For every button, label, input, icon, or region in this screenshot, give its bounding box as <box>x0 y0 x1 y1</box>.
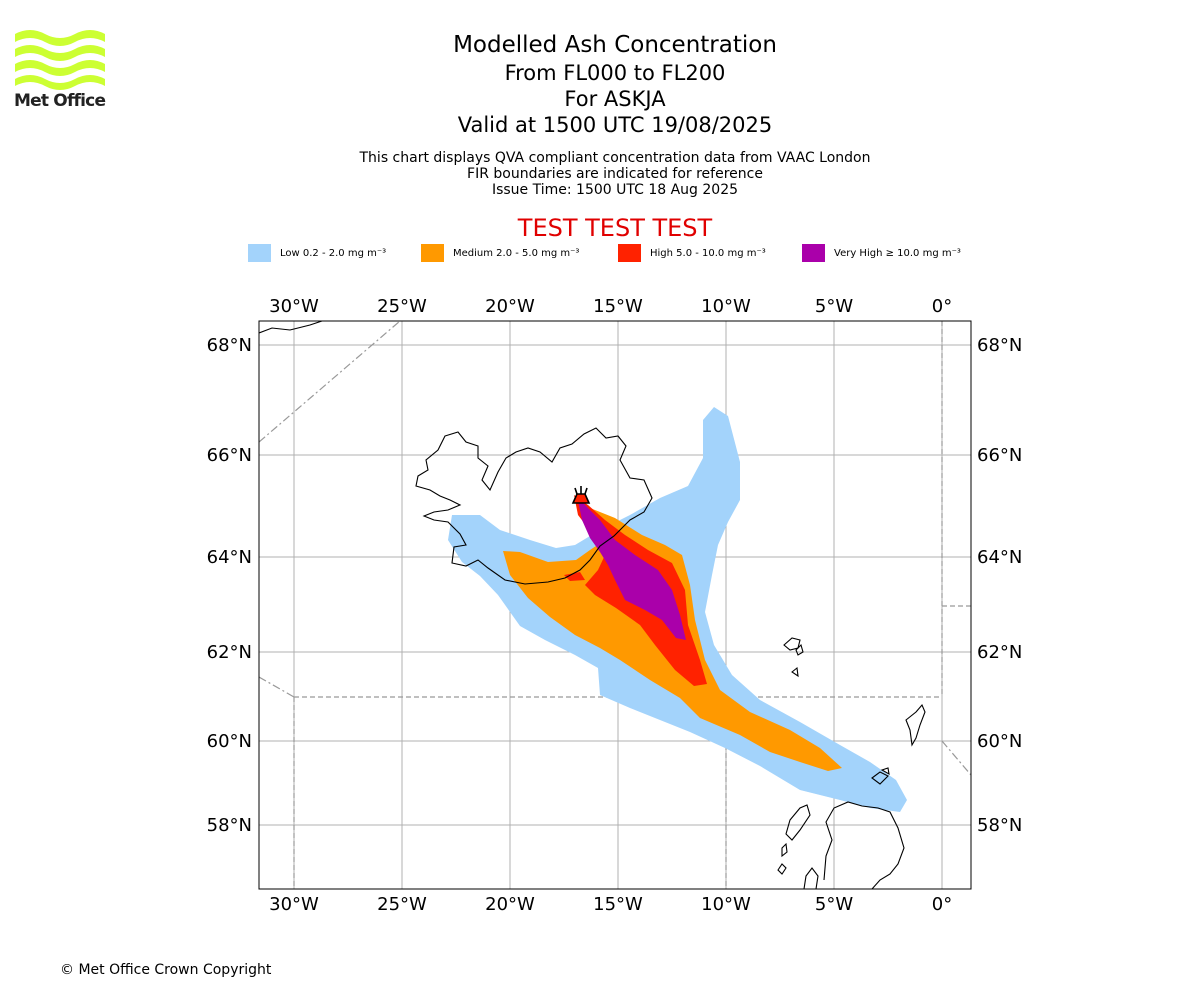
lat-tick-right: 64°N <box>977 547 1022 568</box>
chart-title: Modelled Ash Concentration <box>453 32 777 58</box>
lon-tick-top: 0° <box>932 296 952 317</box>
coastlines <box>259 321 926 889</box>
ash-very-high <box>577 496 686 640</box>
flight-levels: From FL000 to FL200 <box>504 61 726 85</box>
lat-tick-right: 62°N <box>977 642 1022 663</box>
lat-tick-left: 66°N <box>207 445 252 466</box>
lon-tick-bottom: 10°W <box>701 894 751 915</box>
legend-item-very-high: Very High ≥ 10.0 mg m⁻³ <box>802 244 961 262</box>
lon-tick-bottom: 30°W <box>269 894 319 915</box>
gridlines <box>259 321 971 889</box>
fir-note: FIR boundaries are indicated for referen… <box>467 166 763 182</box>
lon-tick-bottom: 20°W <box>485 894 535 915</box>
lat-ticks-left: 68°N 66°N 64°N 62°N 60°N 58°N <box>207 335 252 836</box>
lon-ticks-top: 30°W 25°W 20°W 15°W 10°W 5°W 0° <box>269 296 952 317</box>
lon-tick-bottom: 5°W <box>815 894 853 915</box>
lat-tick-left: 58°N <box>207 815 252 836</box>
lat-ticks-right: 68°N 66°N 64°N 62°N 60°N 58°N <box>977 335 1022 836</box>
volcano-name: For ASKJA <box>564 87 666 111</box>
legend-label-very-high: Very High ≥ 10.0 mg m⁻³ <box>834 247 961 259</box>
lon-tick-bottom: 0° <box>932 894 952 915</box>
lon-tick-top: 30°W <box>269 296 319 317</box>
map-frame <box>258 320 972 890</box>
lat-tick-right: 68°N <box>977 335 1022 356</box>
legend-label-high: High 5.0 - 10.0 mg m⁻³ <box>650 247 766 259</box>
legend-item-high: High 5.0 - 10.0 mg m⁻³ <box>618 244 766 262</box>
issue-time: Issue Time: 1500 UTC 18 Aug 2025 <box>491 182 739 198</box>
valid-time: Valid at 1500 UTC 19/08/2025 <box>457 113 773 137</box>
lat-tick-left: 68°N <box>207 335 252 356</box>
qva-note: This chart displays QVA compliant concen… <box>359 150 871 166</box>
ash-high-patch <box>564 572 585 581</box>
legend-swatch-very-high <box>802 244 825 262</box>
lon-tick-bottom: 25°W <box>377 894 427 915</box>
legend-item-medium: Medium 2.0 - 5.0 mg m⁻³ <box>421 244 579 262</box>
met-office-waves-icon <box>15 30 105 90</box>
lon-tick-top: 20°W <box>485 296 535 317</box>
lat-tick-left: 60°N <box>207 731 252 752</box>
volcano-icon <box>571 486 591 504</box>
lon-tick-top: 15°W <box>593 296 643 317</box>
legend-swatch-high <box>618 244 641 262</box>
legend-item-low: Low 0.2 - 2.0 mg m⁻³ <box>248 244 386 262</box>
lon-tick-bottom: 15°W <box>593 894 643 915</box>
logo-text: Met Office <box>14 91 106 111</box>
lat-tick-right: 66°N <box>977 445 1022 466</box>
legend-label-low: Low 0.2 - 2.0 mg m⁻³ <box>280 247 387 259</box>
lat-tick-left: 64°N <box>207 547 252 568</box>
legend-swatch-medium <box>421 244 444 262</box>
lon-tick-top: 25°W <box>377 296 427 317</box>
legend-swatch-low <box>248 244 271 262</box>
copyright-notice: © Met Office Crown Copyright <box>60 962 272 978</box>
test-banner: TEST TEST TEST <box>517 214 713 242</box>
lat-tick-right: 58°N <box>977 815 1022 836</box>
lon-tick-top: 5°W <box>815 296 853 317</box>
lon-tick-top: 10°W <box>701 296 751 317</box>
lon-ticks-bottom: 30°W 25°W 20°W 15°W 10°W 5°W 0° <box>269 894 952 915</box>
lat-tick-left: 62°N <box>207 642 252 663</box>
lat-tick-right: 60°N <box>977 731 1022 752</box>
legend-label-medium: Medium 2.0 - 5.0 mg m⁻³ <box>453 247 580 259</box>
chart-header: Modelled Ash Concentration From FL000 to… <box>315 30 915 198</box>
